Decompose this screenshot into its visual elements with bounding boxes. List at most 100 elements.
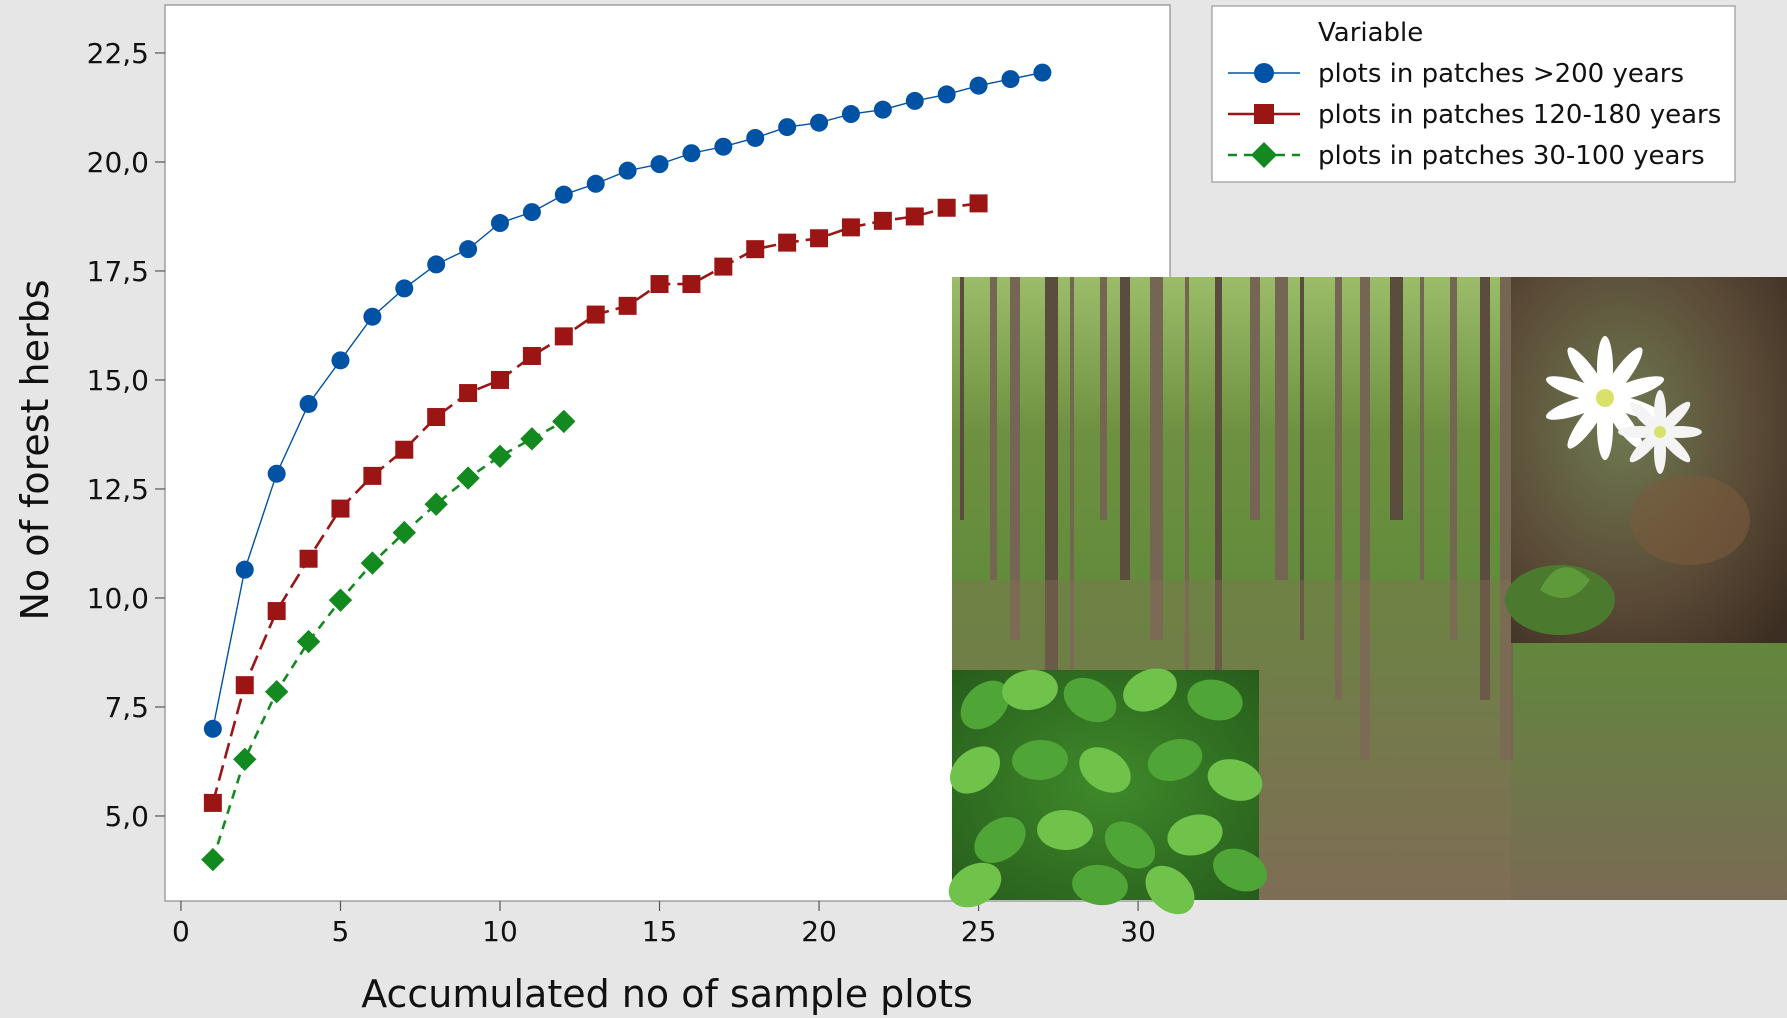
data-point [296, 629, 321, 654]
data-point [203, 793, 222, 812]
data-point [392, 520, 416, 545]
tree-trunk [1420, 277, 1424, 580]
data-point [491, 370, 509, 389]
data-point [618, 296, 637, 315]
tree-trunk [1150, 277, 1163, 640]
tree-trunk [960, 277, 964, 520]
herb-leaf [1187, 679, 1243, 721]
tree-trunk [1480, 277, 1490, 700]
flower-petal [1602, 376, 1665, 402]
data-point [969, 194, 988, 213]
legend-title: Variable [1318, 18, 1423, 48]
legend: Variable plots in patches >200 years plot… [1211, 5, 1736, 183]
data-point [586, 305, 605, 324]
y-tick-label: 15,0 [87, 364, 149, 397]
flower-center [1596, 389, 1614, 407]
x-tick-label: 25 [961, 915, 997, 948]
y-tick-label: 10,0 [87, 582, 149, 615]
x-tick-label: 5 [332, 915, 350, 948]
data-point [395, 279, 414, 298]
tree-trunk [1100, 277, 1107, 520]
herb-leaf [1002, 669, 1058, 711]
data-point [488, 444, 512, 468]
tree-trunk [1185, 277, 1189, 700]
flower-petal [1545, 394, 1608, 420]
y-tick-label: 17,5 [87, 255, 149, 288]
data-point [682, 275, 701, 294]
data-point [554, 185, 573, 204]
data-point [456, 466, 480, 490]
data-point [778, 118, 797, 137]
data-point [650, 155, 669, 174]
data-point [363, 466, 382, 485]
data-point [841, 105, 860, 124]
flower-petal [1545, 376, 1608, 402]
tree-trunk [1450, 277, 1457, 640]
legend-label: plots in patches 30-100 years [1318, 141, 1705, 171]
data-point [682, 144, 701, 163]
y-tick-label: 5,0 [104, 800, 149, 833]
data-point [841, 218, 860, 237]
data-point [299, 549, 318, 568]
flower-photo [1505, 277, 1787, 643]
x-axis-label: Accumulated no of sample plots [361, 972, 973, 1016]
data-point [520, 427, 544, 451]
legend-item: plots in patches 30-100 years [1228, 141, 1705, 171]
flower-petal [1658, 430, 1691, 463]
data-point [331, 351, 350, 370]
data-point [714, 257, 733, 276]
data-point [363, 307, 382, 326]
data-point [873, 211, 892, 230]
tree-trunk [990, 277, 997, 580]
legend-label: plots in patches >200 years [1318, 59, 1684, 89]
herb-leaf [1012, 739, 1068, 781]
herb-leaf [974, 817, 1026, 863]
data-point [424, 492, 448, 516]
series-1 [203, 63, 1052, 738]
tree-trunk [1390, 277, 1403, 520]
flower-center [1654, 426, 1666, 438]
data-point [491, 214, 509, 233]
data-point [201, 847, 225, 872]
x-tick-label: 20 [801, 915, 837, 948]
herb-leaf [948, 862, 1002, 908]
herb-leaf [1213, 848, 1267, 892]
tree-trunk [1275, 277, 1288, 580]
data-point [1033, 63, 1052, 82]
flower-petal [1658, 401, 1691, 434]
data-point [427, 255, 446, 274]
data-point [203, 719, 222, 738]
data-point [264, 680, 289, 704]
data-point [778, 233, 797, 252]
tree-trunk [1300, 277, 1304, 640]
y-tick-label: 22,5 [87, 37, 149, 70]
flower-petal [1567, 347, 1608, 401]
flower-petal [1567, 395, 1608, 449]
x-tick-label: 10 [482, 915, 518, 948]
data-point [267, 464, 286, 483]
series-2 [203, 194, 988, 812]
data-point [746, 128, 765, 147]
herb-leaf [960, 680, 1010, 730]
legend-marker [1251, 142, 1277, 168]
data-point [746, 240, 765, 259]
data-point [714, 137, 733, 156]
series-layer [201, 63, 1052, 872]
data-point [299, 394, 318, 413]
herb-leaf [1207, 759, 1263, 801]
herb-leaf [1145, 865, 1195, 915]
data-point [360, 551, 385, 575]
herb-leaf [1104, 821, 1156, 869]
y-tick-label: 20,0 [87, 146, 149, 179]
x-tick-label: 30 [1120, 915, 1156, 948]
x-axis: 0 5 10 15 20 25 30 [172, 901, 1156, 948]
data-point [586, 174, 605, 193]
herb-leaf [1147, 739, 1203, 781]
x-tick-label: 15 [642, 915, 678, 948]
data-point [522, 203, 541, 222]
data-point [233, 747, 257, 771]
legend-marker [1254, 104, 1274, 124]
tree-trunk [1500, 277, 1513, 760]
data-point [969, 76, 988, 95]
data-point [331, 499, 350, 518]
